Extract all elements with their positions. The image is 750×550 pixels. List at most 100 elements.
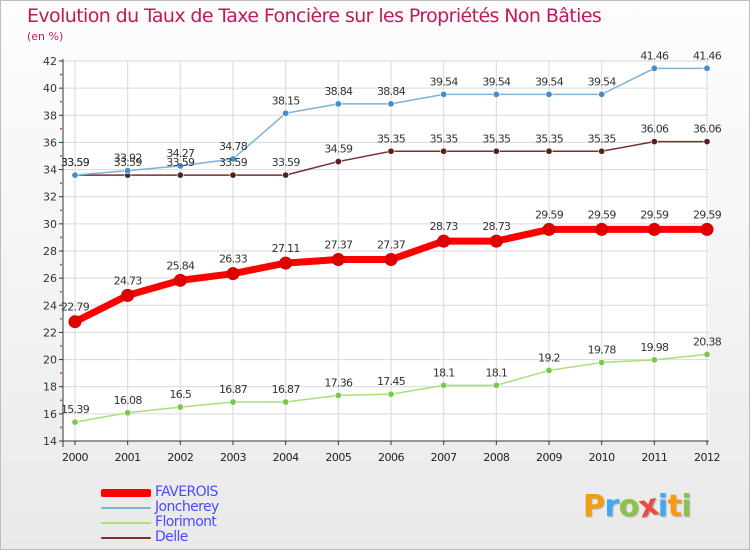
data-label: 28.73 [430, 220, 459, 233]
series-florimont [71, 350, 711, 426]
y-minor-tick [60, 236, 62, 239]
data-point [282, 109, 290, 117]
data-label: 18.1 [485, 366, 507, 379]
data-point [598, 147, 606, 155]
data-label: 22.79 [61, 301, 90, 314]
data-point [489, 234, 503, 248]
data-label: 33.92 [114, 152, 142, 165]
x-tick-label: 2006 [378, 451, 404, 464]
data-point [334, 158, 342, 166]
data-point [384, 253, 398, 267]
data-label: 16.87 [272, 383, 301, 396]
logo-letter: t [667, 489, 682, 524]
data-point [68, 315, 82, 329]
data-point [492, 147, 500, 155]
data-point [492, 90, 500, 98]
y-minor-tick [60, 73, 62, 76]
y-tick-label: 32 [43, 191, 57, 204]
data-label: 33.59 [61, 156, 90, 169]
data-point [279, 256, 293, 270]
y-minor-tick [60, 155, 62, 157]
y-tick-label: 18 [43, 381, 57, 394]
y-tick-label: 16 [43, 408, 57, 421]
data-point [650, 64, 658, 72]
y-minor-tick [60, 290, 62, 293]
series-faverois [68, 222, 714, 329]
data-point [173, 273, 187, 287]
data-label: 41.46 [693, 49, 722, 62]
y-minor-tick [60, 100, 62, 103]
data-label: 35.35 [482, 132, 511, 145]
data-label: 38.84 [324, 85, 353, 98]
logo-letter: r [604, 489, 620, 524]
series-delle [71, 138, 711, 179]
data-label: 36.06 [640, 123, 669, 136]
data-label: 39.54 [430, 75, 459, 88]
data-point [176, 162, 184, 170]
data-label: 15.39 [61, 403, 90, 416]
data-label: 29.59 [535, 208, 564, 221]
data-point [598, 90, 606, 98]
data-label: 19.2 [538, 351, 560, 364]
legend-item-florimont: Florimont [101, 515, 219, 530]
data-label: 39.54 [535, 75, 564, 88]
y-tick-label: 34 [43, 164, 57, 177]
data-label: 35.35 [377, 132, 406, 145]
legend-label: Florimont [155, 514, 217, 530]
y-tick-label: 14 [43, 435, 57, 448]
data-label: 33.59 [219, 156, 248, 169]
data-label: 29.59 [588, 208, 617, 221]
y-minor-tick [60, 399, 62, 402]
data-label: 34.78 [219, 140, 248, 153]
data-point [229, 155, 237, 163]
logo-letter: i [681, 489, 692, 524]
data-point [647, 222, 661, 236]
y-tick-label: 20 [43, 354, 57, 367]
data-point [282, 398, 290, 406]
chart-title: Evolution du Taux de Taxe Foncière sur l… [27, 5, 602, 27]
series-joncherey [71, 64, 711, 179]
data-label: 24.73 [114, 274, 143, 287]
data-point [176, 403, 184, 411]
data-point [282, 171, 290, 179]
x-tick-label: 2005 [325, 451, 351, 464]
data-point [650, 356, 658, 364]
x-tick-label: 2002 [167, 451, 193, 464]
data-label: 19.78 [588, 344, 617, 357]
y-tick-label: 36 [43, 136, 57, 149]
y-tick-label: 24 [43, 299, 57, 312]
logo-letter: P [583, 489, 605, 524]
y-tick-label: 26 [43, 272, 57, 285]
data-label: 19.98 [640, 341, 669, 354]
x-tick-label: 2011 [641, 451, 667, 464]
data-point [331, 253, 345, 267]
y-minor-tick [60, 345, 62, 347]
x-tick-label: 2007 [431, 451, 457, 464]
data-label: 29.59 [640, 208, 669, 221]
legend-item-delle: Delle [101, 530, 219, 545]
y-minor-tick [60, 426, 62, 429]
data-point [700, 222, 714, 236]
data-point [440, 90, 448, 98]
data-label: 16.87 [219, 383, 248, 396]
data-label: 39.54 [588, 75, 617, 88]
legend-item-faverois: FAVEROIS [101, 485, 219, 500]
data-point [703, 138, 711, 146]
data-point [595, 222, 609, 236]
x-tick-label: 2008 [483, 451, 509, 464]
data-point [545, 90, 553, 98]
data-label: 26.33 [219, 253, 248, 266]
chart-unit-label: (en %) [27, 30, 64, 43]
legend: FAVEROIS Joncherey Florimont Delle [101, 485, 219, 545]
y-tick-label: 28 [43, 245, 57, 258]
data-label: 34.27 [166, 147, 195, 160]
data-point [703, 64, 711, 72]
x-tick-label: 2004 [273, 451, 299, 464]
data-point [124, 167, 132, 175]
data-label: 29.59 [693, 208, 722, 221]
data-point [71, 171, 79, 179]
data-point [440, 147, 448, 155]
data-point [229, 171, 237, 179]
